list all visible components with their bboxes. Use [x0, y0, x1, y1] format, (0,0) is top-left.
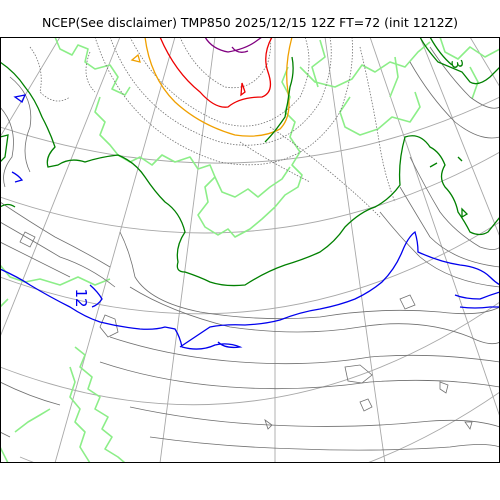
- isotherms-green: [0, 37, 500, 287]
- isotherm-blue: [0, 94, 500, 350]
- graticule-parallels: [0, 96, 500, 463]
- isotherms-solid-gray: [0, 46, 500, 451]
- coastlines: [0, 37, 500, 463]
- map-title: NCEP(See disclaimer) TMP850 2025/12/15 1…: [41, 15, 458, 30]
- isotherm-red: [159, 37, 273, 108]
- graticule-meridians: [0, 37, 500, 463]
- isotherm-purple: [204, 37, 263, 53]
- temperature-map: 12 3: [0, 37, 500, 463]
- contour-label-top-right: 3: [447, 58, 466, 71]
- contour-label-left: 12: [72, 288, 90, 307]
- isotherm-orange: [130, 37, 293, 137]
- map-frame: [0, 37, 500, 463]
- isotherms-dotted: [29, 37, 396, 218]
